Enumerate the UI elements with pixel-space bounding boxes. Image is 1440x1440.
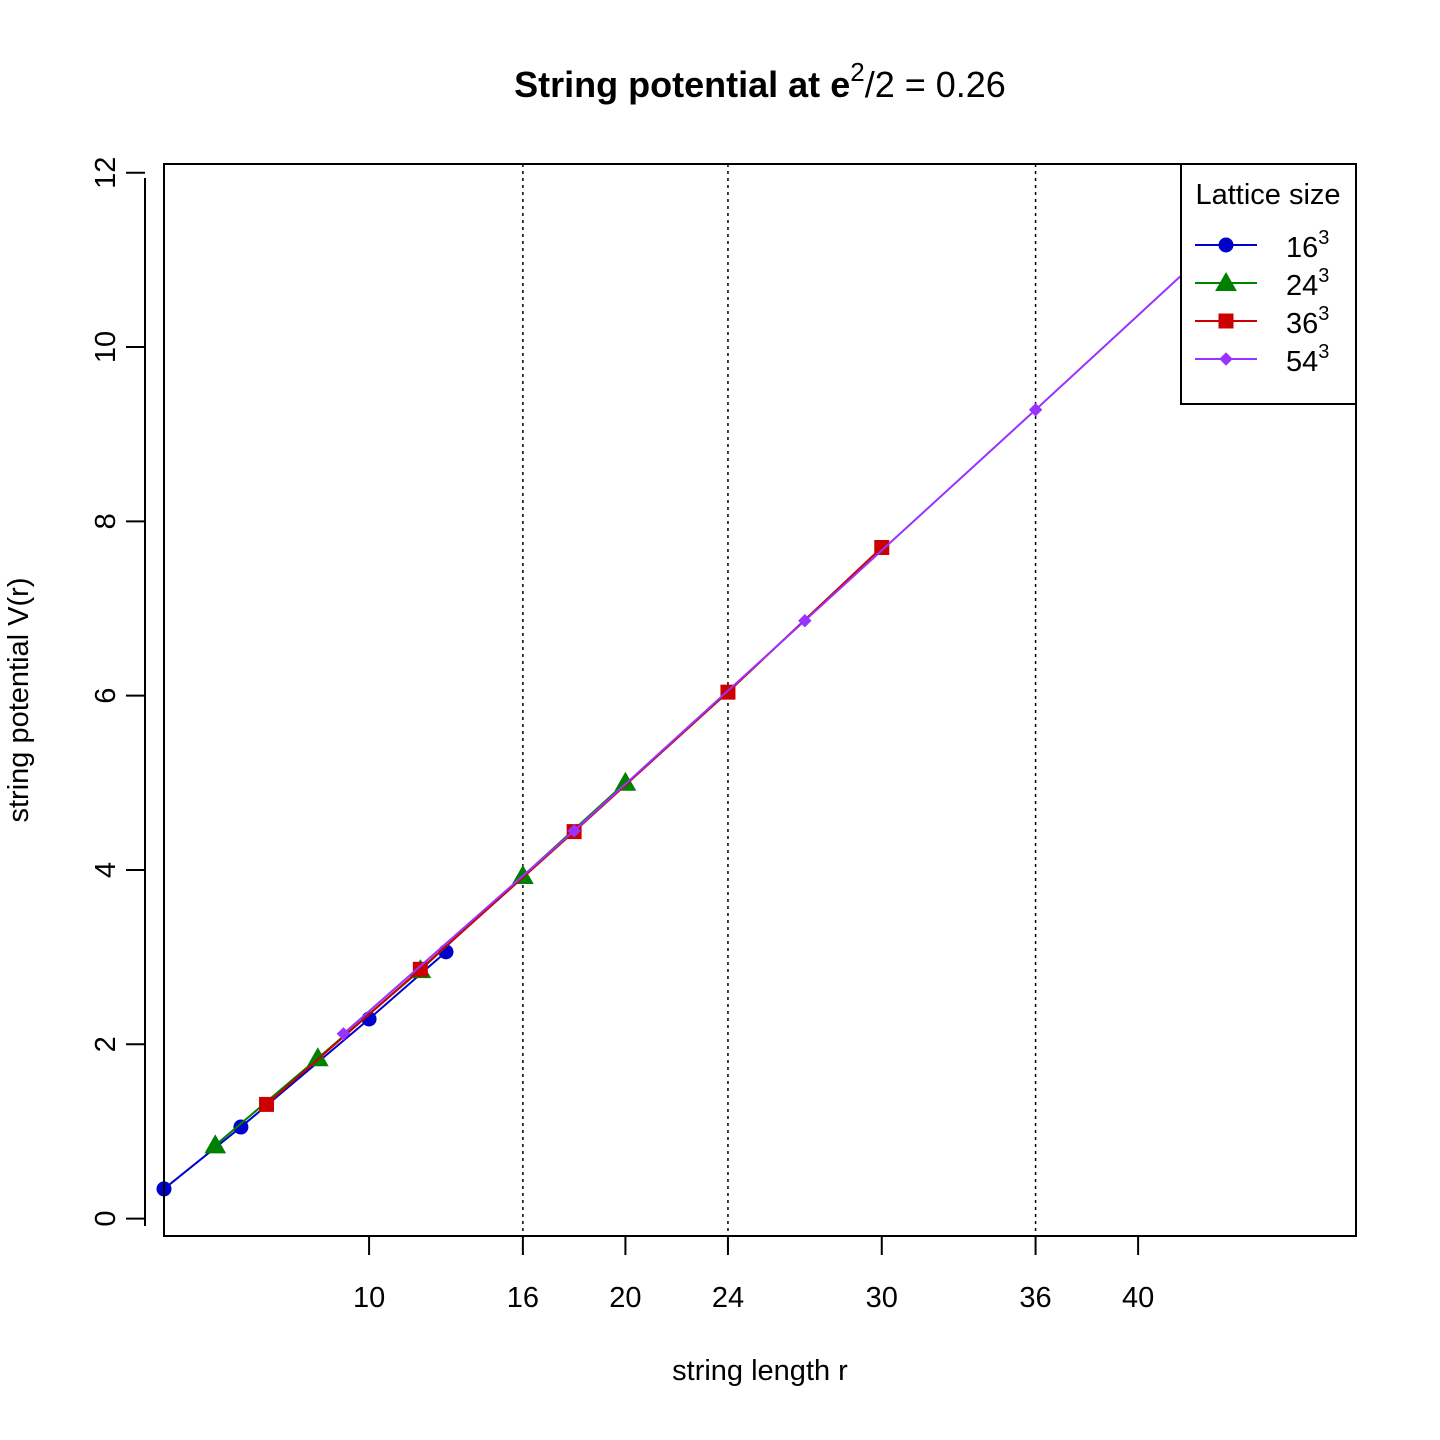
legend-marker [1218, 313, 1234, 329]
data-point [798, 613, 812, 628]
legend-label-base: 54 [1286, 346, 1318, 378]
data-point [306, 1047, 329, 1067]
x-tick-label: 16 [507, 1282, 539, 1314]
legend-label-exponent: 3 [1318, 341, 1329, 363]
data-point [412, 961, 428, 977]
chart-title-fraction: /2 [865, 64, 895, 105]
legend-marker [1218, 237, 1234, 253]
x-tick-label: 24 [712, 1282, 744, 1314]
y-tick-label: 0 [90, 1210, 122, 1226]
y-tick-label: 10 [90, 331, 122, 363]
legend-marker [1215, 271, 1237, 291]
legend-marker [1219, 352, 1233, 366]
legend-label: 363 [1286, 303, 1329, 340]
y-tick-label: 6 [90, 688, 122, 704]
legend-label-base: 16 [1286, 232, 1318, 264]
x-tick-label: 30 [866, 1282, 898, 1314]
chart-title-exponent: 2 [850, 57, 864, 87]
data-point [336, 1027, 351, 1041]
legend-label-base: 36 [1286, 308, 1318, 340]
x-axis-title: string length r [672, 1355, 848, 1387]
chart-title-value: = 0.26 [895, 64, 1006, 105]
y-axis-title: string potential V(r) [3, 578, 35, 823]
legend-label: 163 [1286, 227, 1329, 264]
reference-lines [522, 164, 1037, 1236]
x-tick-label: 36 [1019, 1282, 1051, 1314]
legend-label-exponent: 3 [1318, 227, 1329, 249]
legend-label: 543 [1286, 341, 1329, 378]
x-tick-label: 20 [609, 1282, 641, 1314]
x-tick-label: 10 [353, 1282, 385, 1314]
legend-entry: 543 [1195, 341, 1329, 378]
data-point [567, 824, 581, 838]
y-tick-label: 2 [90, 1036, 122, 1052]
legend-label: 243 [1286, 265, 1329, 302]
data-point [1028, 403, 1043, 417]
x-axis: 10 16 20 24 30 36 40 [353, 1235, 1184, 1314]
chart-title: String potential at e2/2 = 0.26 [514, 57, 1006, 105]
series-3 [336, 190, 1273, 1041]
legend-title: Lattice size [1195, 179, 1340, 211]
legend-label-exponent: 3 [1318, 265, 1329, 287]
plot-frame [163, 163, 1357, 1237]
data-point [614, 771, 637, 791]
legend-label-base: 24 [1286, 270, 1318, 302]
data-point [259, 1096, 275, 1112]
data-series [156, 190, 1273, 1197]
x-tick-label: 40 [1122, 1282, 1154, 1314]
y-tick-label: 4 [90, 862, 122, 878]
legend-entry: 163 [1195, 227, 1329, 264]
chart-title-e: e [830, 64, 850, 105]
data-point [874, 539, 890, 555]
legend-entry: 243 [1195, 265, 1329, 302]
chart-title-text: String potential at [514, 64, 830, 105]
y-tick-label: 12 [90, 157, 122, 189]
legend-label-exponent: 3 [1318, 303, 1329, 325]
data-point [233, 1119, 249, 1135]
series-line [163, 951, 447, 1190]
y-axis: 0 2 4 6 8 10 12 [90, 157, 146, 1227]
y-tick-label: 8 [90, 513, 122, 529]
data-point [204, 1134, 227, 1154]
legend-entry: 363 [1195, 303, 1329, 340]
